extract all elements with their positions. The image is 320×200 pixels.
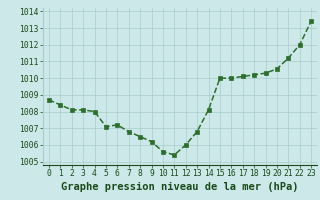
X-axis label: Graphe pression niveau de la mer (hPa): Graphe pression niveau de la mer (hPa) xyxy=(61,182,299,192)
